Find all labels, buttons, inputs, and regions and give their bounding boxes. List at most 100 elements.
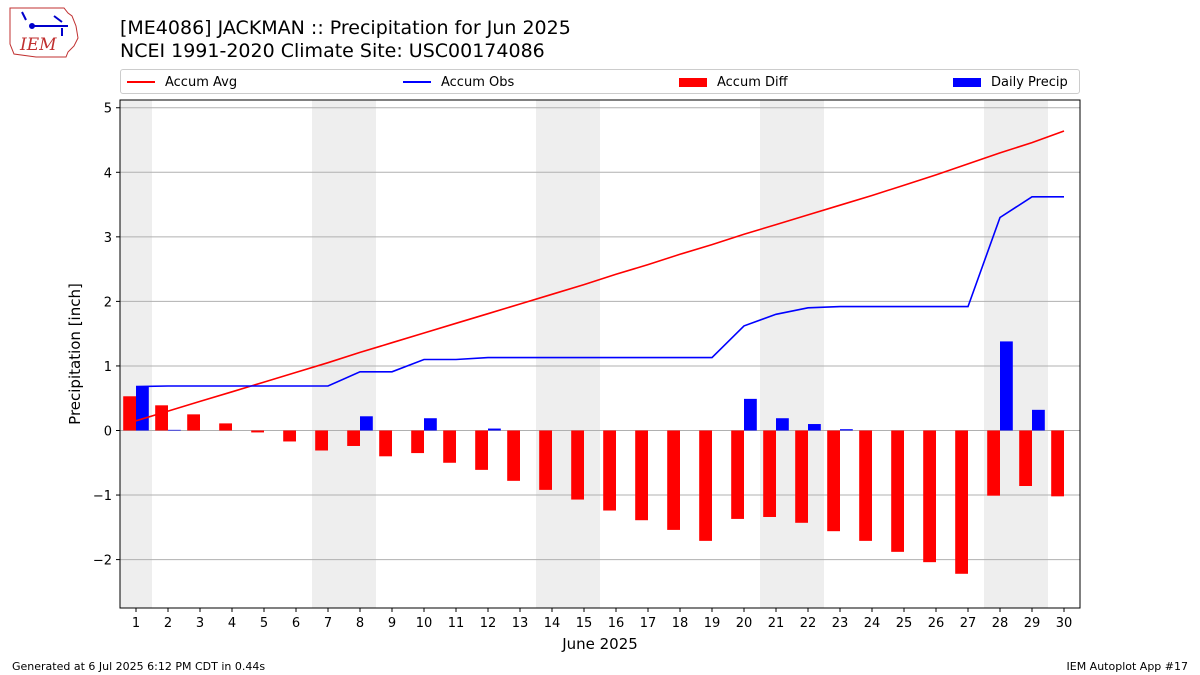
x-tick-label: 14 [544, 616, 561, 631]
x-tick-label: 27 [960, 616, 977, 631]
accum-diff-bar [603, 430, 616, 511]
accum-diff-bar [795, 430, 808, 523]
accum-diff-bar [283, 430, 296, 442]
legend-label-accum-diff: Accum Diff [717, 74, 788, 90]
x-tick-label: 26 [928, 616, 945, 631]
x-tick-label: 19 [704, 616, 721, 631]
logo-text: IEM [19, 35, 57, 55]
legend-item-accum-avg: Accum Avg [127, 74, 237, 90]
x-axis-label: June 2025 [561, 635, 638, 653]
accum-diff-bar [411, 430, 424, 454]
legend-item-daily-precip: Daily Precip [953, 74, 1068, 90]
weekend-band-day-14 [536, 100, 568, 608]
y-tick-label: −1 [93, 489, 112, 504]
weekend-band-day-29 [1016, 100, 1048, 608]
daily-precip-bar [744, 398, 757, 431]
weekend-band-day-21 [760, 100, 792, 608]
accum-diff-bar [955, 430, 968, 574]
x-tick-label: 30 [1056, 616, 1073, 631]
x-tick-label: 18 [672, 616, 689, 631]
x-tick-label: 6 [292, 616, 300, 631]
accum-diff-bar [923, 430, 936, 563]
y-tick-label: 3 [104, 231, 112, 246]
daily-precip-bar [776, 418, 789, 431]
x-tick-label: 2 [164, 616, 172, 631]
x-tick-label: 5 [260, 616, 268, 631]
weekend-band-day-8 [344, 100, 376, 608]
x-tick-label: 7 [324, 616, 332, 631]
accum-diff-bar [827, 430, 840, 532]
x-tick-label: 22 [800, 616, 817, 631]
x-tick-label: 23 [832, 616, 849, 631]
accum-avg-line [135, 130, 1065, 422]
legend-swatch-daily-precip [953, 77, 981, 87]
accum-diff-bar [155, 405, 168, 431]
legend-label-accum-obs: Accum Obs [441, 74, 515, 90]
weekend-shading [120, 100, 1048, 608]
accum-diff-bar [219, 423, 232, 431]
accum-diff-bar [763, 430, 776, 517]
weekend-band-day-22 [792, 100, 824, 608]
gridlines [120, 107, 1080, 561]
weekend-band-day-15 [568, 100, 600, 608]
legend-label-accum-avg: Accum Avg [165, 74, 238, 90]
legend-swatch-accum-avg [127, 81, 155, 83]
x-tick-label: 10 [416, 616, 433, 631]
accum-diff-bar [379, 430, 392, 457]
x-tick-label: 16 [608, 616, 625, 631]
legend-label-daily-precip: Daily Precip [991, 74, 1068, 90]
x-tick-label: 8 [356, 616, 364, 631]
legend-item-accum-obs: Accum Obs [403, 74, 514, 90]
accum-diff-bar [571, 430, 584, 500]
x-tick-label: 28 [992, 616, 1009, 631]
x-tick-label: 21 [768, 616, 785, 631]
y-axis-label: Precipitation [inch] [66, 283, 84, 425]
legend-item-accum-diff: Accum Diff [679, 74, 788, 90]
bars [123, 341, 1064, 574]
x-tick-label: 24 [864, 616, 881, 631]
daily-precip-bar [360, 416, 373, 431]
accum-diff-bar [251, 430, 264, 433]
y-tick-label: 1 [104, 360, 112, 375]
y-tick-label: 2 [104, 295, 112, 310]
x-tick-label: 12 [480, 616, 497, 631]
accum-diff-bar [891, 430, 904, 552]
iem-logo: IEM [6, 4, 84, 64]
accum-diff-bar [123, 396, 136, 431]
y-tick-label: −2 [93, 554, 112, 569]
legend-swatch-accum-diff [679, 77, 707, 87]
x-tick-label: 1 [132, 616, 140, 631]
x-tick-label: 13 [512, 616, 529, 631]
accum-diff-bar [1051, 430, 1064, 497]
x-tick-label: 9 [388, 616, 396, 631]
daily-precip-bar [136, 386, 149, 431]
accum-diff-bar [731, 430, 744, 519]
daily-precip-bar [808, 424, 821, 431]
x-tick-label: 11 [448, 616, 465, 631]
accum-diff-bar [667, 430, 680, 530]
daily-precip-bar [1032, 409, 1045, 431]
accum-diff-bar [475, 430, 488, 470]
accum-diff-bar [859, 430, 872, 541]
accum-obs-line [135, 196, 1064, 388]
legend-swatch-accum-obs [403, 81, 431, 83]
y-tick-label: 0 [104, 424, 112, 439]
weekend-band-day-1 [120, 100, 152, 608]
footer-app: IEM Autoplot App #17 [1066, 660, 1189, 673]
accum-diff-bar [699, 430, 712, 541]
legend: Accum Avg Accum Obs Accum Diff Daily Pre… [120, 69, 1080, 94]
daily-precip-bar [488, 428, 501, 431]
x-tick-label: 29 [1024, 616, 1041, 631]
weekend-band-day-7 [312, 100, 344, 608]
accum-diff-bar [635, 430, 648, 521]
x-tick-label: 20 [736, 616, 753, 631]
footer-generated: Generated at 6 Jul 2025 6:12 PM CDT in 0… [12, 660, 266, 673]
x-tick-label: 25 [896, 616, 913, 631]
x-tick-label: 15 [576, 616, 593, 631]
accum-diff-bar [987, 430, 1000, 496]
accum-diff-bar [507, 430, 520, 481]
accum-diff-bar [1019, 430, 1032, 487]
daily-precip-bar [1000, 341, 1013, 431]
